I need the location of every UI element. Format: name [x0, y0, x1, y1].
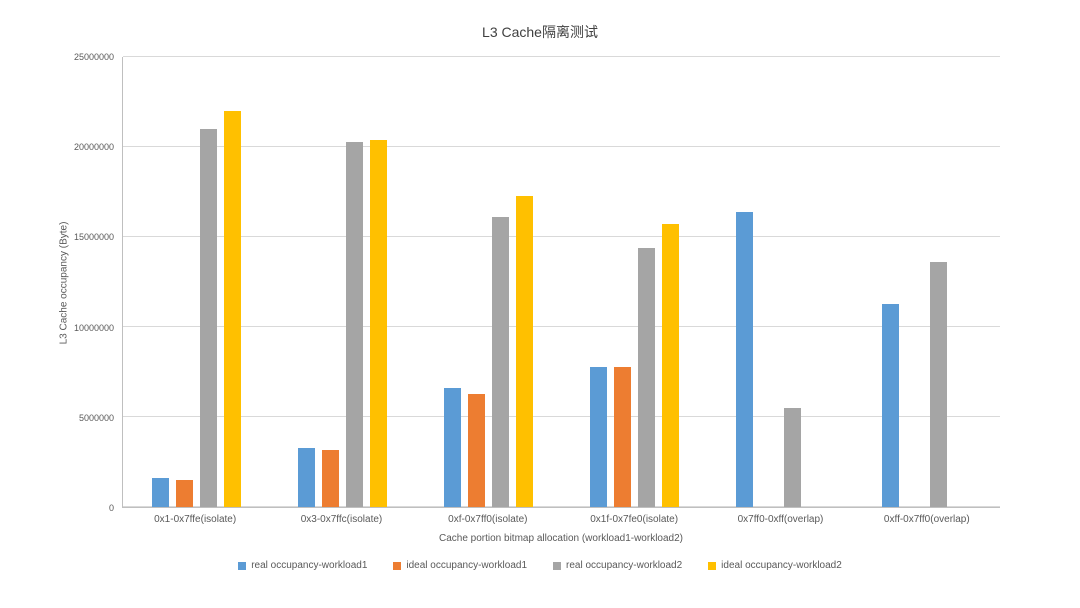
x-category-label: 0x7ff0-0xff(overlap): [737, 514, 824, 525]
gridline: [123, 236, 1000, 237]
bar: [638, 247, 656, 507]
bar: [223, 111, 241, 507]
bar-group: [854, 57, 1000, 507]
bar-group: [123, 57, 269, 507]
legend-label: real occupancy-workload2: [566, 560, 683, 571]
bar: [614, 366, 632, 507]
bar: [297, 447, 315, 507]
bar: [467, 393, 485, 507]
bar-group: [708, 57, 854, 507]
y-tick-label: 10000000: [73, 322, 114, 333]
bar: [736, 211, 754, 507]
legend: real occupancy-workload1 ideal occupancy-…: [0, 560, 1080, 571]
bar: [345, 141, 363, 507]
gridline: [123, 416, 1000, 417]
bar: [784, 408, 802, 507]
legend-swatch: [708, 561, 717, 570]
legend-item: real occupancy-workload1: [238, 560, 367, 571]
y-tick-label: 0: [108, 503, 114, 513]
x-category-label: 0x1f-0x7fe0(isolate): [590, 514, 679, 525]
bar-group: [562, 57, 708, 507]
chart-title: L3 Cache隔离测试: [482, 24, 598, 40]
legend-label: ideal occupancy-workload1: [406, 560, 527, 571]
bar: [882, 303, 900, 507]
bar: [151, 478, 169, 507]
legend-swatch: [238, 561, 247, 570]
bar: [491, 217, 509, 507]
y-tick-label: 5000000: [78, 412, 114, 423]
legend-item: ideal occupancy-workload1: [393, 560, 527, 571]
legend-label: ideal occupancy-workload2: [721, 560, 842, 571]
bar: [590, 366, 608, 507]
y-axis-ticks: 0 5000000 10000000 15000000 20000000 25000000: [0, 52, 114, 513]
x-category-label: 0xf-0x7ff0(isolate): [448, 514, 528, 525]
y-tick-label: 25000000: [73, 52, 114, 62]
bar: [515, 195, 533, 507]
legend-swatch: [393, 561, 402, 570]
legend-item: ideal occupancy-workload2: [708, 560, 842, 571]
legend-swatch: [553, 561, 561, 570]
gridline: [123, 56, 1000, 57]
bar: [369, 139, 387, 507]
bar: [321, 450, 339, 507]
y-tick-label: 20000000: [73, 142, 114, 153]
legend-label: real occupancy-workload1: [251, 560, 368, 571]
gridline: [123, 506, 1000, 507]
bar-group: [269, 57, 415, 507]
x-category-label: 0x3-0x7ffc(isolate): [300, 514, 383, 525]
bar: [662, 224, 680, 507]
bar-groups: [123, 57, 1000, 507]
x-axis-categories: 0x1-0x7ffe(isolate) 0x3-0x7ffc(isolate) 0x…: [122, 514, 1000, 525]
x-axis-title: Cache portion bitmap allocation (workloa…: [438, 533, 683, 544]
bar-group: [415, 57, 561, 507]
bar: [199, 129, 217, 507]
plot-area: [122, 56, 1000, 508]
gridline: [123, 146, 1000, 147]
bar: [930, 262, 948, 507]
x-category-label: 0xff-0x7ff0(overlap): [883, 514, 970, 525]
x-category-label: 0x1-0x7ffe(isolate): [154, 514, 237, 525]
bar: [175, 480, 193, 507]
bar: [443, 388, 461, 507]
y-tick-label: 15000000: [73, 232, 114, 243]
legend-item: real occupancy-workload2: [553, 560, 682, 571]
gridline: [123, 326, 1000, 327]
